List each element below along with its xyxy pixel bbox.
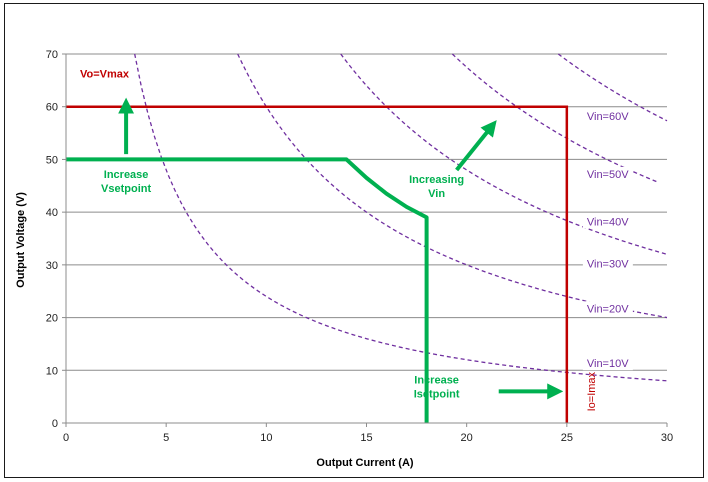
power-curve-label-4: Vin=40V [587, 216, 629, 228]
y-axis-title: Output Voltage (V) [15, 192, 27, 288]
imax-label: Io=Imax [586, 371, 598, 411]
power-curve-label-bg-5 [582, 166, 633, 181]
limit-lines-layer [66, 105, 569, 423]
power-curve-label-2: Vin=20V [587, 303, 629, 315]
y-tick-label-70: 70 [46, 49, 58, 61]
annotation-3-line-2: Isetpoint [414, 388, 460, 400]
operating-curve-layer [66, 157, 429, 423]
axis-layer: 0 10 20 30 40 50 60 70 0 5 10 15 20 25 30 [46, 49, 673, 444]
y-tick-label-60: 60 [46, 102, 58, 114]
x-tick-label-25: 25 [561, 432, 573, 444]
power-curve-label-3: Vin=30V [587, 258, 629, 270]
x-axis-title: Output Current (A) [316, 457, 413, 469]
power-curve-5 [557, 53, 668, 122]
power-curve-label-bg-1 [582, 356, 633, 371]
annotation-1-line-2: Vsetpoint [101, 183, 151, 195]
label-layer: Vin=10V Vin=20V Vin=30V Vin=40V Vin=50V Vin=6… [80, 69, 633, 411]
x-tick-label-30: 30 [661, 432, 673, 444]
chart-frame [4, 3, 704, 478]
power-curve-label-bg-3 [582, 256, 633, 271]
x-tick-label-0: 0 [63, 432, 69, 444]
x-tick-label-10: 10 [260, 432, 272, 444]
power-curve-label-bg-6 [582, 108, 633, 123]
annotation-1-line-1: Increase [104, 169, 149, 181]
vmax-label: Vo=Vmax [80, 69, 130, 81]
annotation-2-line-1: Increasing [409, 174, 464, 186]
annotation-3-line-1: Increase [414, 374, 459, 386]
y-tick-label-0: 0 [52, 418, 58, 430]
power-curve-2 [237, 53, 668, 319]
operating-curve [66, 157, 429, 423]
power-curve-label-bg-4 [582, 214, 633, 229]
y-tick-label-10: 10 [46, 365, 58, 377]
annotation-2: Increasing Vin [409, 174, 464, 200]
power-curve-label-1: Vin=10V [587, 358, 629, 370]
annotation-3: Increase Isetpoint [414, 374, 460, 400]
y-tick-label-50: 50 [46, 154, 58, 166]
power-curve-1 [134, 53, 668, 382]
power-curve-label-6: Vin=60V [587, 111, 629, 123]
x-tick-label-5: 5 [163, 432, 169, 444]
limit-boundary-line [66, 105, 569, 423]
annotation-1: Increase Vsetpoint [101, 169, 151, 195]
x-tick-label-15: 15 [360, 432, 372, 444]
arrow-2 [455, 120, 497, 172]
x-tick-label-20: 20 [461, 432, 473, 444]
power-curve-label-5: Vin=50V [587, 169, 629, 181]
y-tick-label-20: 20 [46, 313, 58, 325]
annotation-2-line-2: Vin [428, 188, 445, 200]
y-tick-label-30: 30 [46, 260, 58, 272]
y-tick-label-40: 40 [46, 207, 58, 219]
power-curve-label-bg-2 [582, 301, 633, 316]
annotation-layer: Increase Vsetpoint Increasing Vin Increase Is… [101, 97, 564, 400]
